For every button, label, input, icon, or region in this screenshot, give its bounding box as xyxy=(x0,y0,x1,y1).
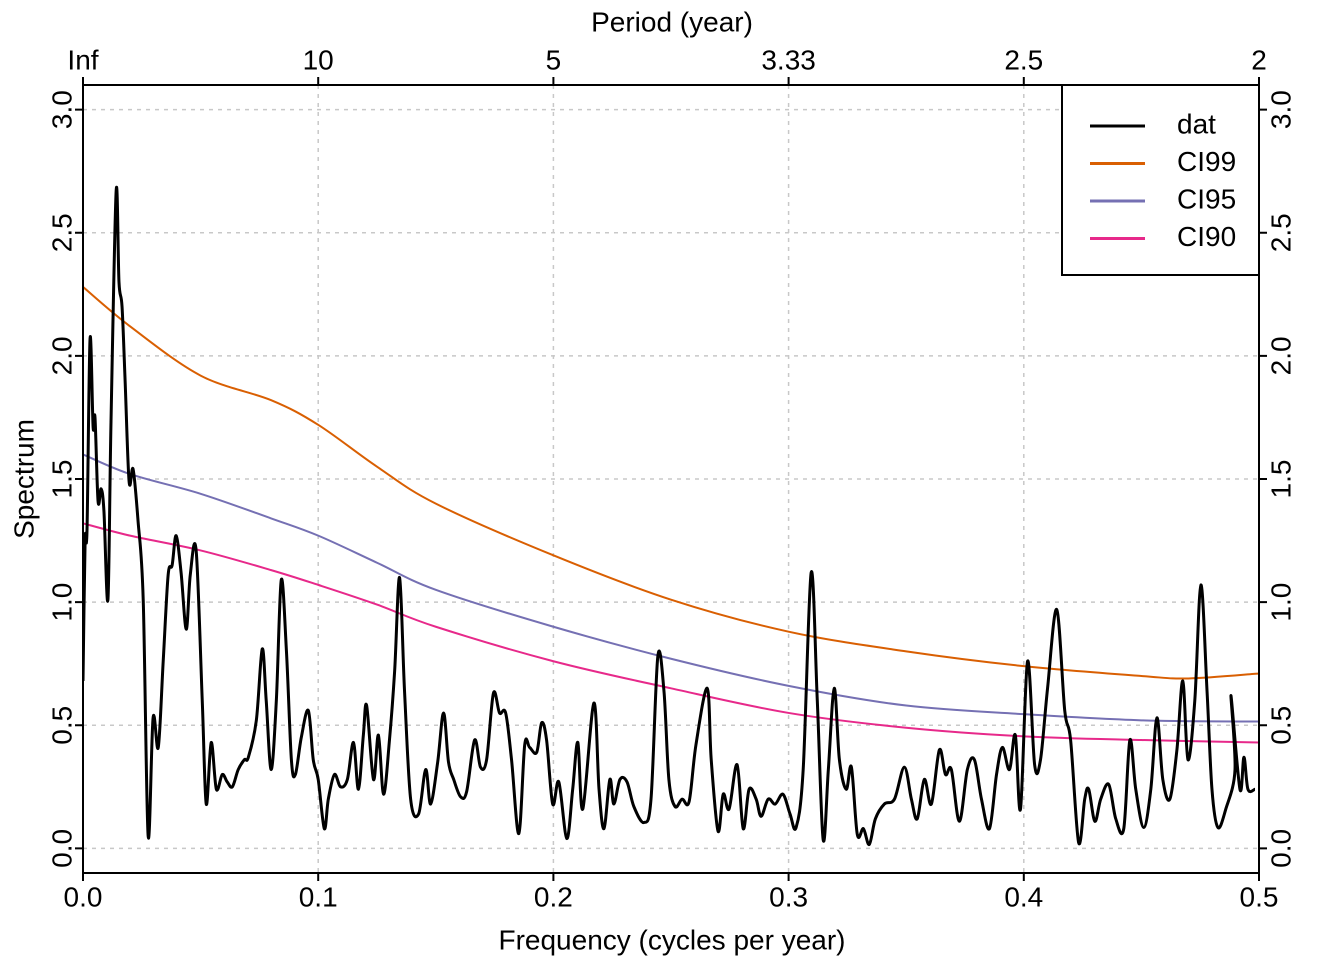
y2-tick-label: 3.0 xyxy=(1265,90,1296,129)
x-tick-label: 0.0 xyxy=(64,881,103,912)
legend-label: dat xyxy=(1177,108,1216,139)
legend-label: CI99 xyxy=(1177,146,1236,177)
x2-tick-label: 3.33 xyxy=(761,44,816,75)
series-line xyxy=(83,286,1259,680)
y2-tick-label: 0.0 xyxy=(1265,829,1296,868)
series-line xyxy=(83,522,1259,744)
legend-label: CI95 xyxy=(1177,183,1236,214)
y-tick-label: 3.0 xyxy=(46,90,77,129)
legend-label: CI90 xyxy=(1177,221,1236,252)
x2-axis-label: Period (year) xyxy=(591,6,753,37)
y-tick-label: 1.0 xyxy=(46,583,77,622)
y-tick-label: 0.0 xyxy=(46,829,77,868)
x2-tick-label: 10 xyxy=(303,44,334,75)
x2-tick-label: Inf xyxy=(67,44,98,75)
y2-tick-label: 0.5 xyxy=(1265,706,1296,745)
plot-frame xyxy=(82,84,1260,874)
x-tick-label: 0.2 xyxy=(534,881,573,912)
x-tick-label: 0.1 xyxy=(299,881,338,912)
y-axis-label: Spectrum xyxy=(8,419,39,539)
y-tick-label: 0.5 xyxy=(46,706,77,745)
y-tick-label: 2.5 xyxy=(46,213,77,252)
y2-tick-label: 2.5 xyxy=(1265,213,1296,252)
x-tick-label: 0.4 xyxy=(1004,881,1043,912)
y-tick-label: 1.5 xyxy=(46,460,77,499)
x-tick-label: 0.5 xyxy=(1240,881,1279,912)
x-axis-label: Frequency (cycles per year) xyxy=(498,924,845,955)
x-tick-label: 0.3 xyxy=(769,881,808,912)
x2-tick-label: 2.5 xyxy=(1004,44,1043,75)
legend-box xyxy=(1061,84,1260,276)
y2-tick-label: 2.0 xyxy=(1265,336,1296,375)
x2-tick-label: 2 xyxy=(1251,44,1267,75)
y-tick-label: 2.0 xyxy=(46,336,77,375)
y2-tick-label: 1.5 xyxy=(1265,460,1296,499)
series-line xyxy=(83,185,1256,846)
y2-tick-label: 1.0 xyxy=(1265,583,1296,622)
x2-tick-label: 5 xyxy=(546,44,562,75)
